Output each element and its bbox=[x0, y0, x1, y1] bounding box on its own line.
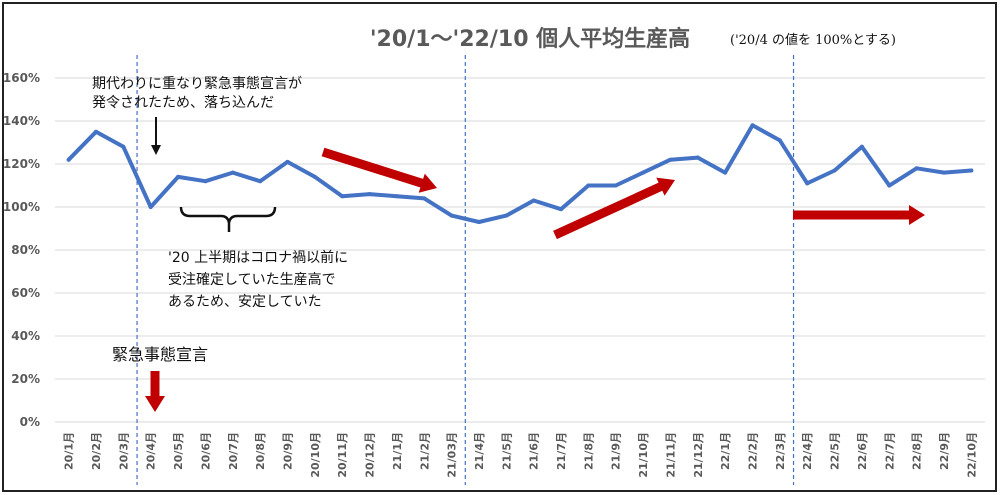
data-point bbox=[914, 166, 919, 171]
x-tick-label: 20/1月 bbox=[63, 432, 76, 470]
x-tick-label: 21/1月 bbox=[391, 432, 404, 470]
x-tick-label: 22/10月 bbox=[965, 432, 978, 478]
data-point bbox=[121, 144, 126, 149]
data-point bbox=[750, 123, 755, 128]
data-point bbox=[695, 155, 700, 160]
data-point bbox=[476, 220, 481, 225]
x-tick-label: 22/6月 bbox=[856, 432, 869, 470]
data-point bbox=[449, 213, 454, 218]
annotation-drop-line: 発令されたため、落ち込んだ bbox=[92, 95, 274, 111]
x-tick-label: 22/1月 bbox=[719, 432, 732, 470]
data-point bbox=[230, 170, 235, 175]
x-tick-label: 21/8月 bbox=[582, 432, 595, 470]
data-point bbox=[66, 157, 71, 162]
annotation-stable-line: あるため、安定していた bbox=[168, 294, 322, 310]
x-tick-label: 22/9月 bbox=[938, 432, 951, 470]
data-point bbox=[148, 205, 153, 209]
x-tick-label: 21/7月 bbox=[555, 432, 568, 470]
data-point bbox=[531, 198, 536, 203]
y-tick-label: 40% bbox=[11, 329, 40, 343]
trend-arrow-down bbox=[321, 147, 437, 193]
trend-arrow-up bbox=[553, 177, 675, 240]
data-point bbox=[777, 138, 782, 143]
annotation-stable-line: '20 上半期はコロナ禍以前に bbox=[168, 249, 348, 266]
data-point bbox=[832, 168, 837, 173]
annotation-drop-line: 期代わりに重なり緊急事態宣言が bbox=[92, 76, 302, 92]
y-tick-label: 60% bbox=[11, 286, 40, 300]
data-point bbox=[422, 196, 427, 201]
data-point bbox=[941, 170, 946, 175]
data-point bbox=[969, 168, 974, 173]
series-line bbox=[66, 123, 974, 224]
x-tick-label: 20/5月 bbox=[172, 432, 185, 470]
x-tick-label: 20/7月 bbox=[227, 432, 240, 470]
x-tick-label: 20/12月 bbox=[364, 432, 377, 478]
data-point bbox=[203, 179, 208, 184]
x-tick-label: 21/2月 bbox=[418, 432, 431, 470]
chart-note: ('20/4 の値を 100%とする) bbox=[730, 32, 896, 48]
x-tick-label: 21/9月 bbox=[610, 432, 623, 470]
emergency-arrow bbox=[145, 371, 165, 412]
y-tick-label: 80% bbox=[11, 243, 40, 257]
data-point bbox=[340, 194, 345, 199]
annotation-emergency: 緊急事態宣言 bbox=[112, 345, 208, 364]
x-tick-label: 20/8月 bbox=[254, 432, 267, 470]
x-tick-label: 22/8月 bbox=[911, 432, 924, 470]
x-tick-label: 22/7月 bbox=[883, 432, 896, 470]
chart-title: '20/1～'22/10 個人平均生産高 bbox=[370, 26, 690, 52]
data-point bbox=[887, 183, 892, 188]
data-point bbox=[559, 207, 564, 212]
x-tick-label: 20/4月 bbox=[145, 432, 158, 470]
x-tick-label: 22/2月 bbox=[747, 432, 760, 470]
y-tick-label: 0% bbox=[20, 415, 40, 429]
x-tick-label: 20/2月 bbox=[90, 432, 103, 470]
x-tick-label: 21/03月 bbox=[446, 432, 459, 478]
annotation-stable-line: 受注確定していた生産高で bbox=[168, 271, 336, 288]
y-tick-label: 20% bbox=[11, 372, 40, 386]
x-tick-label: 21/10月 bbox=[637, 432, 650, 478]
x-tick-label: 21/11月 bbox=[664, 432, 677, 478]
y-tick-label: 120% bbox=[3, 157, 40, 171]
data-point bbox=[586, 183, 591, 188]
data-point bbox=[641, 170, 646, 175]
data-point bbox=[258, 179, 263, 184]
data-point bbox=[504, 213, 509, 218]
x-tick-label: 21/4月 bbox=[473, 432, 486, 470]
y-tick-label: 160% bbox=[3, 71, 40, 85]
trend-arrow-flat bbox=[793, 205, 925, 225]
data-point bbox=[367, 192, 372, 197]
x-tick-label: 20/10月 bbox=[309, 432, 322, 478]
x-tick-label: 22/4月 bbox=[801, 432, 814, 470]
x-tick-label: 21/12月 bbox=[692, 432, 705, 478]
data-point bbox=[723, 170, 728, 175]
x-tick-label: 21/5月 bbox=[500, 432, 513, 470]
data-point bbox=[394, 194, 399, 199]
x-tick-label: 21/6月 bbox=[528, 432, 541, 470]
y-tick-label: 100% bbox=[3, 200, 40, 214]
x-tick-label: 20/9月 bbox=[282, 432, 295, 470]
x-tick-label: 20/3月 bbox=[117, 432, 130, 470]
data-point bbox=[613, 183, 618, 188]
x-tick-label: 22/3月 bbox=[774, 432, 787, 470]
data-point bbox=[176, 174, 181, 179]
x-tick-label: 20/11月 bbox=[336, 432, 349, 478]
data-point bbox=[859, 144, 864, 149]
y-tick-label: 140% bbox=[3, 114, 40, 128]
data-point bbox=[312, 174, 317, 179]
x-tick-label: 22/5月 bbox=[829, 432, 842, 470]
data-point bbox=[94, 129, 99, 134]
data-point bbox=[285, 159, 290, 164]
x-tick-label: 20/6月 bbox=[199, 432, 212, 470]
data-point bbox=[805, 181, 810, 186]
data-point bbox=[668, 157, 673, 162]
